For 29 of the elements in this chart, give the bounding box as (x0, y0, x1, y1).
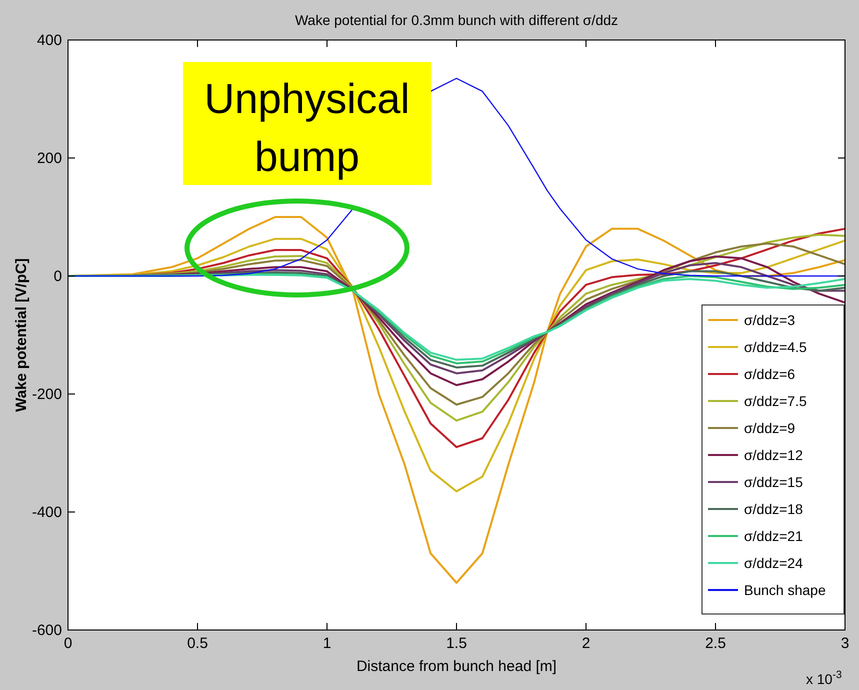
legend-label: Bunch shape (744, 582, 826, 598)
legend-label: σ/ddz=24 (744, 555, 804, 571)
legend-label: σ/ddz=7.5 (744, 393, 807, 409)
text: x 10$^{-3}$ (806, 669, 842, 687)
legend-label: σ/ddz=3 (744, 312, 796, 328)
legend-label: σ/ddz=12 (744, 447, 804, 463)
x-tick-label: 2 (582, 635, 590, 652)
x-tick-label: 1 (322, 635, 332, 652)
annotation: Unphysical bump (204, 75, 410, 180)
y-tick-label: 400 (36, 32, 62, 49)
legend-label: σ/ddz=4.5 (744, 339, 807, 355)
legend-label: σ/ddz=18 (744, 501, 804, 517)
legend-label: σ/ddz=9 (744, 420, 796, 436)
y-axis-title: Wake potential [V/pC] (13, 258, 30, 412)
legend-label: σ/ddz=21 (744, 528, 804, 544)
x-tick-label: 0.5 (187, 635, 208, 652)
x-tick-label: 1.5 (446, 635, 467, 652)
y-tick-label: 200 (36, 150, 62, 167)
y-tick-label: -400 (32, 504, 62, 521)
y-tick-label: 0 (54, 268, 62, 285)
legend-label: σ/ddz=15 (744, 474, 804, 490)
y-tick-label: -200 (32, 386, 62, 403)
x-axis-title: Distance from bunch head [m] (356, 658, 557, 675)
chart-title: Wake potential for 0.3mm bunch with different σ/ddz (294, 12, 618, 28)
x-tick-label: 0 (64, 635, 72, 652)
y-tick-label: -600 (32, 622, 62, 639)
legend-label: σ/ddz=6 (744, 366, 796, 382)
x-tick-label: 2.5 (705, 635, 726, 652)
x-tick-label: 3 (840, 635, 850, 652)
